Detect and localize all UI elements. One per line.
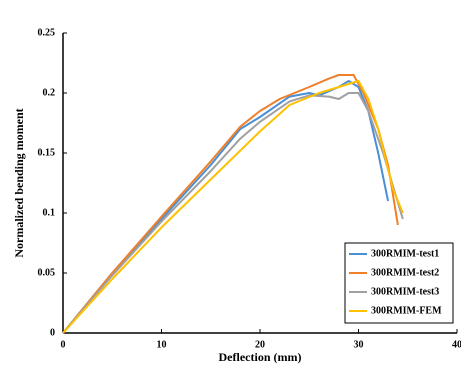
y-tick-label: 0.2 [43,87,56,98]
legend-box [344,242,454,324]
legend-label: 300RMIM-FEM [371,305,442,316]
y-tick-label: 0.05 [38,267,56,278]
series-line [62,80,390,334]
y-tick-label: 0.1 [43,207,56,218]
legend-label: 300RMIM-test2 [371,267,439,278]
legend-label: 300RMIM-test3 [371,286,439,297]
legend-label: 300RMIM-test1 [371,248,439,259]
x-tick-label: 10 [157,339,167,350]
x-tick-label: 40 [452,339,461,350]
x-axis-label: Deflection (mm) [219,350,302,364]
series-line [62,80,404,334]
x-tick-label: 20 [255,339,265,350]
y-tick-label: 0.25 [38,27,56,38]
y-axis-label: Normalized bending moment [12,108,26,257]
x-tick-label: 30 [354,339,364,350]
series-line [62,92,404,334]
x-tick-label: 0 [61,339,66,350]
y-tick-label: 0 [50,327,55,338]
y-tick-label: 0.15 [38,147,56,158]
